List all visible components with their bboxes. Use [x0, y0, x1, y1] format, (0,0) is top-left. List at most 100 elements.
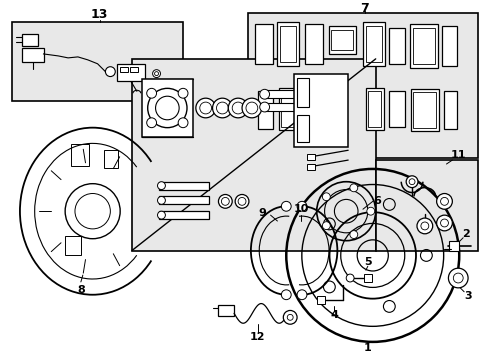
Bar: [409, 24, 437, 68]
Bar: [362, 22, 384, 66]
Circle shape: [281, 290, 290, 300]
Circle shape: [420, 222, 428, 230]
Bar: [257, 91, 273, 129]
Text: 13: 13: [91, 8, 108, 21]
Bar: [142, 78, 192, 138]
Bar: [264, 90, 305, 98]
Circle shape: [228, 98, 247, 118]
Text: 12: 12: [249, 332, 265, 342]
Bar: [365, 88, 383, 130]
Bar: [412, 28, 434, 64]
Circle shape: [346, 274, 353, 282]
Circle shape: [322, 222, 329, 230]
Circle shape: [366, 207, 374, 215]
Circle shape: [440, 197, 447, 205]
Bar: [367, 91, 380, 127]
Circle shape: [349, 184, 357, 192]
Bar: [331, 30, 352, 50]
Bar: [388, 28, 405, 64]
Bar: [448, 241, 458, 251]
Circle shape: [242, 98, 261, 118]
Bar: [443, 91, 456, 129]
Bar: [293, 73, 347, 147]
Bar: [410, 89, 438, 131]
Circle shape: [406, 176, 417, 188]
Circle shape: [147, 88, 186, 128]
Text: 10: 10: [293, 204, 308, 214]
Bar: [120, 67, 128, 72]
Text: 2: 2: [461, 229, 469, 239]
Bar: [310, 88, 340, 132]
Bar: [22, 48, 43, 62]
Bar: [297, 115, 308, 143]
Text: 7: 7: [360, 2, 368, 15]
Bar: [71, 144, 88, 166]
Bar: [159, 182, 208, 190]
Bar: [247, 13, 477, 158]
Circle shape: [452, 273, 462, 283]
Circle shape: [436, 215, 451, 231]
Bar: [388, 91, 405, 127]
Bar: [305, 24, 322, 64]
Bar: [279, 88, 301, 130]
Circle shape: [408, 179, 414, 185]
Text: 4: 4: [330, 310, 338, 320]
Text: 8: 8: [77, 285, 84, 295]
Circle shape: [286, 314, 292, 320]
Circle shape: [105, 67, 115, 77]
Circle shape: [155, 96, 179, 120]
Circle shape: [416, 218, 432, 234]
Bar: [254, 24, 272, 64]
Circle shape: [349, 231, 357, 238]
Circle shape: [297, 290, 306, 300]
Text: 6: 6: [373, 196, 381, 206]
Circle shape: [281, 201, 290, 211]
Circle shape: [157, 211, 165, 219]
Text: 3: 3: [463, 291, 471, 301]
Bar: [328, 26, 355, 54]
Bar: [280, 26, 296, 62]
Circle shape: [200, 102, 211, 114]
Circle shape: [238, 197, 245, 205]
Bar: [441, 26, 456, 66]
Circle shape: [157, 197, 165, 204]
Bar: [65, 236, 81, 255]
Bar: [306, 91, 324, 129]
Bar: [316, 296, 324, 303]
Bar: [132, 59, 375, 251]
Circle shape: [157, 182, 165, 190]
Bar: [117, 64, 144, 81]
Circle shape: [216, 102, 228, 114]
Circle shape: [297, 201, 306, 211]
Circle shape: [178, 118, 187, 128]
Text: 11: 11: [449, 150, 465, 160]
Circle shape: [259, 102, 269, 112]
Circle shape: [436, 194, 451, 209]
Circle shape: [221, 197, 229, 205]
Circle shape: [146, 118, 156, 128]
Circle shape: [146, 88, 156, 98]
Circle shape: [447, 268, 467, 288]
Bar: [277, 22, 299, 66]
Circle shape: [212, 98, 232, 118]
Circle shape: [259, 89, 269, 99]
Circle shape: [283, 310, 297, 324]
Text: 1: 1: [363, 343, 371, 353]
Bar: [306, 154, 314, 160]
Circle shape: [154, 72, 158, 76]
Bar: [12, 22, 183, 101]
Circle shape: [218, 194, 232, 208]
Bar: [22, 34, 38, 46]
Circle shape: [232, 102, 244, 114]
Bar: [363, 274, 371, 282]
Bar: [264, 103, 305, 111]
Circle shape: [322, 193, 329, 201]
Circle shape: [245, 102, 257, 114]
Bar: [159, 211, 208, 219]
Bar: [308, 94, 321, 126]
Circle shape: [178, 88, 187, 98]
Circle shape: [196, 98, 215, 118]
Bar: [159, 197, 208, 204]
Bar: [218, 305, 234, 316]
Text: 9: 9: [258, 208, 266, 218]
